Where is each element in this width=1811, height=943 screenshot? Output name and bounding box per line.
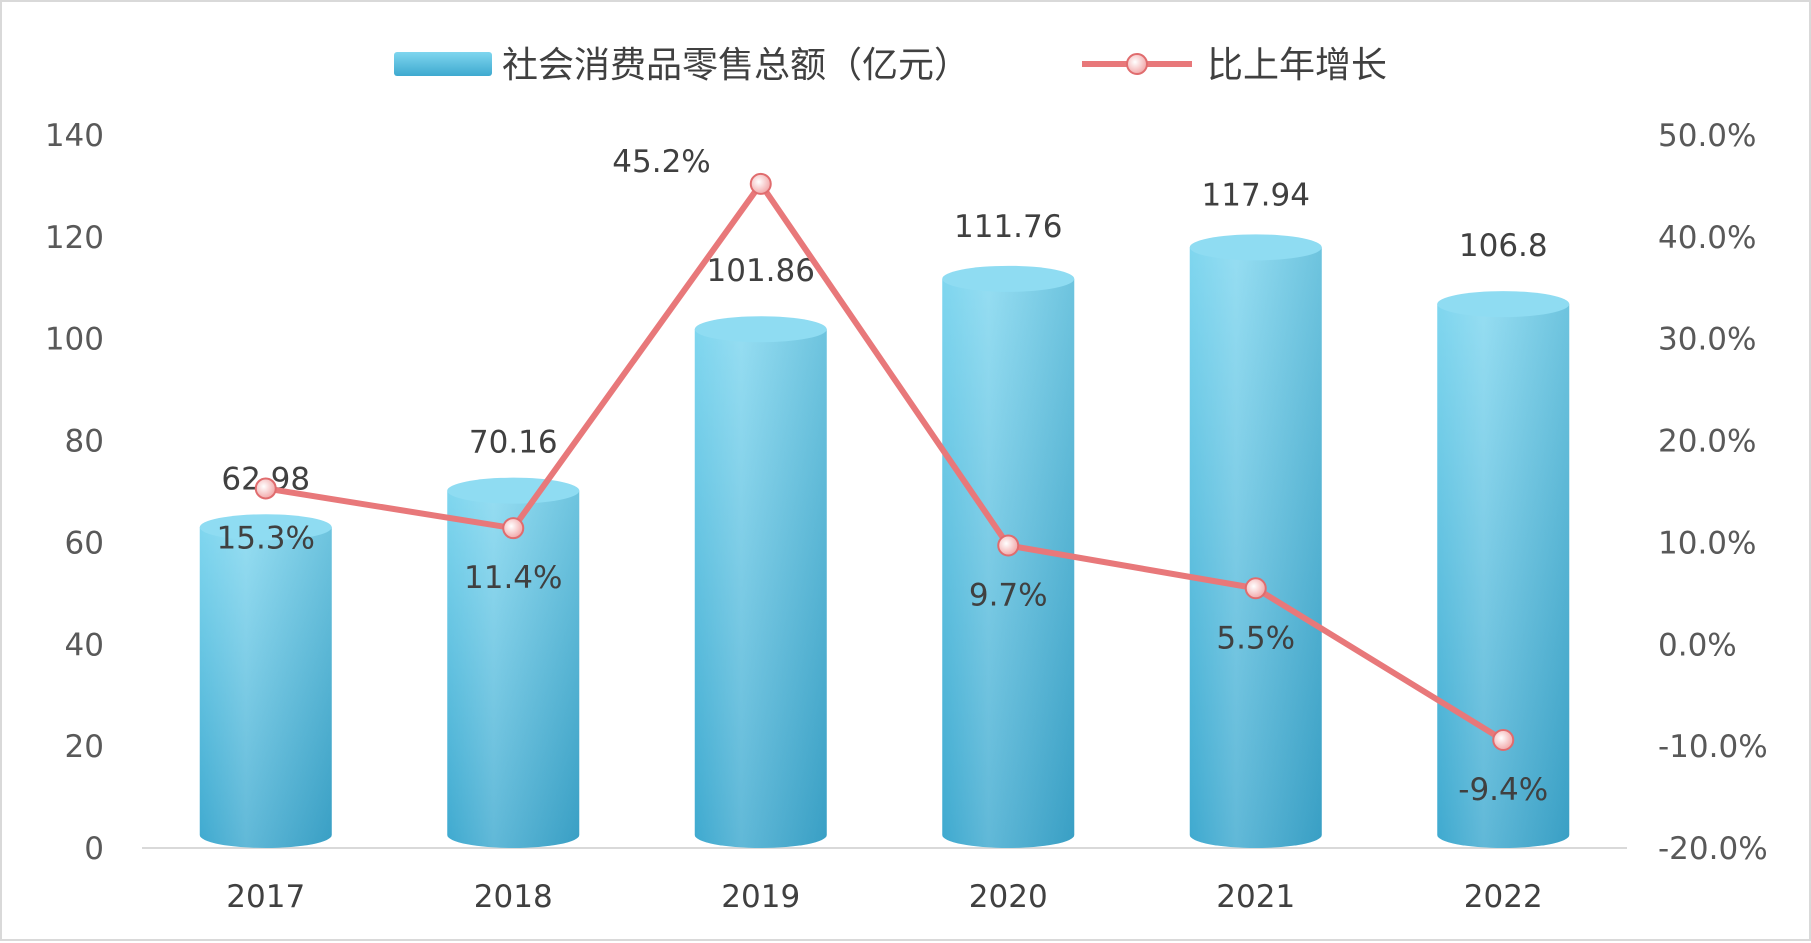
legend-line-label: 比上年增长 [1207,45,1387,86]
y-left-tick-label: 120 [45,220,104,256]
bar-top [199,514,332,541]
y-left-tick-label: 20 [65,729,104,765]
bar-value-label: 101.86 [707,253,815,289]
y-right-tick-label: 20.0% [1658,424,1756,460]
bar-shading [447,490,580,848]
y-right-tick-label: 30.0% [1658,322,1756,358]
legend: 社会消费品零售总额（亿元） 比上年增长 [394,45,1387,86]
y-right-tick-label: -10.0% [1658,729,1768,765]
bar-shading [694,329,827,849]
bar-top [447,477,580,504]
line-point [997,534,1020,557]
line-point [254,477,277,500]
line-point [749,172,772,195]
x-tick-label: 2017 [226,879,305,915]
y-right-tick-label: -20.0% [1658,831,1768,867]
bar [694,316,827,849]
line-value-label: 11.4% [464,560,562,596]
line-point [1492,729,1515,752]
x-tick-label: 2019 [721,879,800,915]
line-series [254,172,1515,752]
y-axis-left: 0 20 40 60 80 100 120 140 [45,118,104,867]
bar-shading [942,278,1075,848]
bar-top [1189,234,1322,261]
legend-bar-swatch [394,52,492,76]
x-tick-label: 2018 [474,879,553,915]
legend-bar-label: 社会消费品零售总额（亿元） [502,45,970,86]
y-axis-right: -20.0% -10.0% 0.0% 10.0% 20.0% 30.0% 40.0% 50.0… [1658,118,1768,867]
bar-shading [1189,247,1322,849]
line-point [1244,577,1267,600]
y-right-tick-label: 50.0% [1658,118,1756,154]
bar-value-label: 70.16 [469,425,558,461]
x-tick-label: 2022 [1464,879,1543,915]
bar-top [1437,291,1570,318]
y-right-tick-label: 40.0% [1658,220,1756,256]
y-left-tick-label: 40 [65,627,104,663]
line-value-label: 9.7% [969,577,1048,613]
x-tick-label: 2020 [969,879,1048,915]
line-value-label: -9.4% [1458,772,1548,808]
y-left-tick-label: 60 [65,525,104,561]
y-left-tick-label: 80 [65,424,104,460]
x-axis: 2017 2018 2019 2020 2021 2022 [226,879,1542,915]
y-left-tick-label: 0 [84,831,104,867]
bar-shading [1437,304,1570,849]
bar [1437,291,1570,849]
line-value-label: 15.3% [217,520,315,556]
y-left-tick-label: 100 [45,322,104,358]
y-right-tick-label: 10.0% [1658,525,1756,561]
bar-value-label: 117.94 [1202,177,1310,213]
bar [199,514,332,849]
bar-value-label: 106.8 [1459,228,1548,264]
bar-top [942,265,1075,292]
bar-value-label: 111.76 [954,209,1062,245]
bar-series [199,234,1570,849]
line-data-labels: 15.3% 11.4% 45.2% 9.7% 5.5% -9.4% [217,144,1549,808]
bar [942,265,1075,848]
legend-line-marker [1126,53,1148,75]
bar-top [694,316,827,343]
line-value-label: 45.2% [612,144,710,180]
bar-shading [199,527,332,849]
y-right-tick-label: 0.0% [1658,627,1737,663]
growth-line [265,180,1505,743]
x-tick-label: 2021 [1216,879,1295,915]
line-point [502,517,525,540]
line-value-label: 5.5% [1216,620,1295,656]
y-left-tick-label: 140 [45,118,104,154]
bar [447,477,580,848]
bar [1189,234,1322,849]
